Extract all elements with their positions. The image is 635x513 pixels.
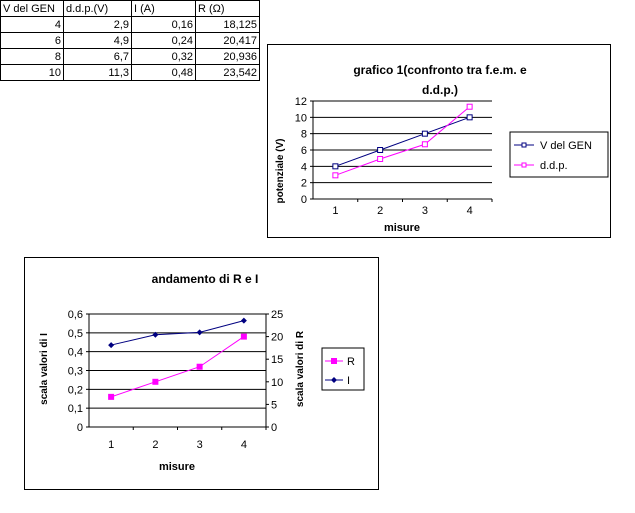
table-row: 8 6,7 0,32 20,936: [0, 48, 260, 65]
x-axis-label: misure: [159, 461, 195, 473]
data-point: [108, 342, 115, 349]
y-tick-label-left: 0,1: [68, 403, 83, 415]
y-tick-label: 6: [301, 145, 307, 157]
legend-marker-v-gen: [521, 142, 527, 148]
legend-box: [509, 131, 609, 178]
y-tick-label-right: 0: [271, 422, 277, 434]
data-point: [466, 114, 473, 121]
chart-andamento: andamento di R e I scala valori di I sca…: [39, 272, 365, 473]
table-header-row: V del GEN d.d.p.(V) I (A) R (Ω): [0, 0, 260, 17]
x-tick-label: 3: [422, 205, 428, 217]
x-axis-label: misure: [384, 222, 420, 234]
y-tick-label: 4: [301, 161, 307, 173]
chart-panel-andamento: andamento di R e I scala valori di I sca…: [24, 257, 379, 490]
data-point: [196, 329, 203, 336]
y-tick-label-right: 10: [271, 377, 283, 389]
y-tick-label: 0: [301, 194, 307, 206]
legend-marker-i: [331, 377, 337, 383]
legend-label-v-gen: V del GEN: [540, 140, 592, 152]
table-cell: 4,9: [63, 32, 132, 49]
chart-title-line1: grafico 1(confronto tra f.e.m. e: [353, 63, 527, 77]
table-cell: 6: [0, 32, 64, 49]
table-cell: 20,936: [195, 48, 260, 65]
x-tick-label: 4: [467, 205, 473, 217]
y-tick-label-left: 0,5: [68, 328, 83, 340]
data-point: [108, 393, 115, 400]
series-line-ddp: [335, 106, 470, 176]
header-cell: I (A): [131, 0, 196, 17]
table-cell: 6,7: [63, 48, 132, 65]
legend-marker-ddp: [521, 162, 527, 168]
y-tick-label: 12: [295, 96, 307, 108]
data-point: [421, 130, 428, 137]
x-tick-label: 2: [152, 439, 158, 451]
y-tick-label: 2: [301, 178, 307, 190]
y-axis-label-left: scala valori di I: [39, 333, 50, 405]
data-point: [196, 363, 203, 370]
table-row: 10 11,3 0,48 23,542: [0, 64, 260, 81]
y-tick-label-right: 15: [271, 354, 283, 366]
y-tick-label: 8: [301, 129, 307, 141]
table-row: 4 2,9 0,16 18,125: [0, 16, 260, 33]
chart-title-line2: d.d.p.): [422, 83, 458, 97]
data-point: [240, 333, 247, 340]
x-tick-label: 2: [377, 205, 383, 217]
y-tick-label-right: 20: [271, 332, 283, 344]
y-tick-label-left: 0,2: [68, 384, 83, 396]
data-point: [152, 331, 159, 338]
data-point: [466, 103, 473, 110]
x-tick-label: 3: [197, 439, 203, 451]
data-point: [332, 163, 339, 170]
table-cell: 0,48: [131, 64, 196, 81]
data-point: [332, 172, 339, 179]
table-cell: 0,24: [131, 32, 196, 49]
table-cell: 0,16: [131, 16, 196, 33]
header-cell: d.d.p.(V): [63, 0, 132, 17]
legend-marker-r: [331, 358, 337, 364]
y-axis-label-right: scala valori di R: [295, 330, 306, 407]
table-cell: 11,3: [63, 64, 132, 81]
table-cell: 23,542: [195, 64, 260, 81]
y-tick-label-left: 0,4: [68, 347, 83, 359]
chart-panel-potenziale: grafico 1(confronto tra f.e.m. e d.d.p.)…: [267, 44, 611, 238]
data-point: [377, 155, 384, 162]
y-tick-label-left: 0: [77, 422, 83, 434]
y-axis-label: potenziale (V): [275, 138, 286, 203]
table-cell: 18,125: [195, 16, 260, 33]
table-cell: 8: [0, 48, 64, 65]
table-cell: 2,9: [63, 16, 132, 33]
series-line-i: [111, 320, 245, 346]
table-cell: 10: [0, 64, 64, 81]
table-cell: 4: [0, 16, 64, 33]
data-point: [152, 378, 159, 385]
y-tick-label-left: 0,3: [68, 366, 83, 378]
table-cell: 20,417: [195, 32, 260, 49]
data-point: [421, 141, 428, 148]
chart-potenziale: grafico 1(confronto tra f.e.m. e d.d.p.)…: [275, 63, 609, 234]
legend-label-ddp: d.d.p.: [540, 160, 568, 172]
x-tick-label: 1: [332, 205, 338, 217]
x-tick-label: 1: [108, 439, 114, 451]
table-cell: 0,32: [131, 48, 196, 65]
header-cell: R (Ω): [195, 0, 260, 17]
header-cell: V del GEN: [0, 0, 64, 17]
series-line-r: [110, 336, 245, 398]
series-line-v-gen: [335, 116, 470, 167]
y-tick-label: 10: [295, 112, 307, 124]
legend-label-r: R: [347, 356, 355, 368]
data-point: [377, 147, 384, 153]
data-table: V del GEN d.d.p.(V) I (A) R (Ω) 4 2,9 0,…: [0, 0, 260, 81]
data-point: [240, 317, 247, 324]
table-row: 6 4,9 0,24 20,417: [0, 32, 260, 49]
y-tick-label-right: 5: [271, 399, 277, 411]
legend-box: [321, 347, 365, 391]
x-tick-label: 4: [241, 439, 247, 451]
y-tick-label-right: 25: [271, 309, 283, 321]
legend-label-i: I: [347, 375, 350, 387]
chart-title: andamento di R e I: [152, 272, 259, 286]
y-tick-label-left: 0,6: [68, 309, 83, 321]
